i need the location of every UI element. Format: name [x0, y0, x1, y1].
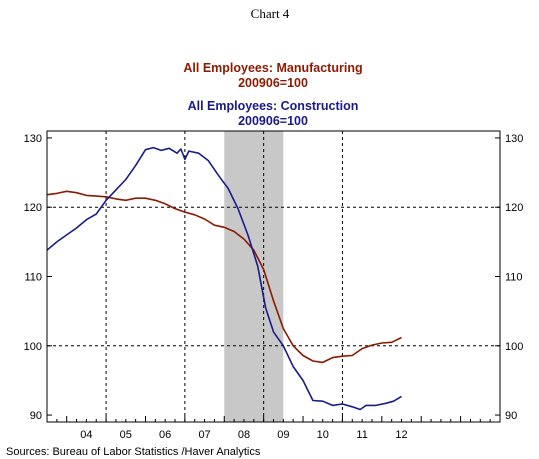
chart-title: Chart 4 [251, 6, 290, 21]
x-tick-label: 07 [198, 429, 210, 441]
x-tick-label: 04 [80, 429, 92, 441]
y-tick-label-right: 110 [505, 272, 523, 284]
x-tick-label: 06 [159, 429, 171, 441]
y-tick-label-left: 100 [24, 341, 42, 353]
y-tick-label-right: 100 [505, 341, 523, 353]
x-tick-label: 08 [238, 429, 250, 441]
y-tick-label-left: 130 [24, 133, 42, 145]
legend-manufacturing-subtitle: 200906=100 [238, 76, 308, 90]
y-tick-label-left: 110 [24, 272, 42, 284]
source-note: Sources: Bureau of Labor Statistics /Hav… [6, 446, 261, 458]
legend-construction-name: All Employees: Construction [188, 99, 359, 113]
legend-manufacturing-name: All Employees: Manufacturing [183, 61, 362, 75]
x-tick-label: 05 [120, 429, 132, 441]
y-tick-label-right: 90 [505, 410, 517, 422]
y-tick-label-right: 120 [505, 202, 523, 214]
legend-construction-subtitle: 200906=100 [238, 114, 308, 128]
y-tick-label-left: 90 [30, 410, 42, 422]
x-tick-label: 09 [277, 429, 289, 441]
x-tick-label: 11 [356, 429, 367, 441]
plot-area: 90 90 100 100 110 110 120 120 130 130 04 05 06 07 08 09… [24, 130, 523, 441]
recession-shading [224, 131, 284, 422]
y-tick-label-right: 130 [505, 133, 523, 145]
x-tick-label: 10 [317, 429, 329, 441]
manufacturing-line [46, 190, 402, 364]
x-tick-label: 12 [395, 429, 407, 441]
construction-line [46, 146, 402, 411]
y-tick-label-left: 120 [24, 202, 42, 214]
